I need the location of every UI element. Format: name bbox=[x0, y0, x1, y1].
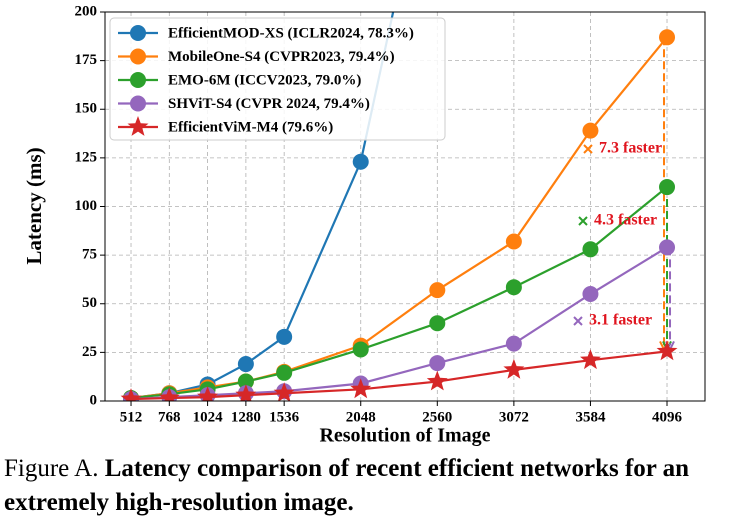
y-tick-label: 150 bbox=[75, 101, 98, 117]
y-tick-label: 75 bbox=[82, 247, 97, 263]
y-tick-label: 50 bbox=[82, 295, 97, 311]
marker bbox=[237, 373, 254, 390]
marker bbox=[130, 25, 146, 41]
marker bbox=[505, 233, 522, 250]
legend-label: SHViT-S4 (CVPR 2024, 79.4%) bbox=[168, 96, 370, 112]
marker bbox=[503, 358, 525, 379]
legend-label: EfficientViM-M4 (79.6%) bbox=[168, 119, 333, 135]
caption-text: Latency comparison of recent efficient n… bbox=[4, 455, 690, 516]
x-tick-label: 3072 bbox=[499, 409, 529, 425]
marker bbox=[659, 239, 676, 256]
marker bbox=[350, 378, 372, 399]
marker bbox=[120, 388, 142, 401]
marker bbox=[130, 48, 146, 65]
annotation: 3.1 faster bbox=[589, 312, 652, 329]
marker bbox=[130, 72, 146, 88]
caption: Figure A. Latency comparison of recent e… bbox=[4, 452, 744, 520]
chart: Latency (ms) Resolution of Image 0 25 50 75… bbox=[22, 3, 706, 447]
series-line bbox=[130, 36, 668, 400]
legend-label: MobileOne-S4 (CVPR2023, 79.4%) bbox=[168, 49, 395, 65]
legend-box bbox=[109, 17, 446, 141]
x-tick-label: 1536 bbox=[269, 409, 300, 425]
x-tick-label: 3584 bbox=[575, 409, 606, 425]
annotation-cross bbox=[578, 216, 588, 226]
x-tick-label: 4096 bbox=[652, 409, 683, 425]
x-axis-label: Resolution of Image bbox=[319, 425, 490, 447]
marker bbox=[352, 341, 369, 358]
series bbox=[120, 340, 678, 401]
y-tick-label: 125 bbox=[75, 149, 98, 165]
x-tick-label: 2048 bbox=[346, 409, 376, 425]
marker bbox=[276, 328, 293, 345]
marker bbox=[505, 335, 522, 352]
marker bbox=[582, 286, 599, 303]
marker bbox=[505, 279, 522, 296]
annotation: 4.3 faster bbox=[594, 212, 657, 229]
y-tick-label: 25 bbox=[82, 344, 97, 360]
marker bbox=[352, 153, 369, 170]
annotation-cross bbox=[573, 316, 583, 326]
series-line bbox=[130, 350, 668, 401]
x-tick-label: 512 bbox=[120, 409, 143, 425]
series-line bbox=[130, 186, 668, 400]
plot-frame bbox=[104, 11, 706, 402]
x-tick-label: 768 bbox=[158, 409, 181, 425]
marker bbox=[237, 356, 254, 373]
marker bbox=[276, 364, 293, 381]
marker bbox=[158, 387, 180, 401]
caption-prefix: Figure A. bbox=[4, 455, 99, 482]
marker bbox=[656, 340, 678, 361]
marker bbox=[429, 355, 446, 372]
marker bbox=[426, 370, 448, 391]
legend-label: EMO-6M (ICCV2023, 79.0%) bbox=[168, 72, 361, 88]
x-tick-label: 1280 bbox=[231, 409, 261, 425]
marker bbox=[429, 315, 446, 332]
marker bbox=[235, 384, 257, 401]
marker bbox=[197, 386, 219, 401]
marker bbox=[659, 29, 676, 46]
marker bbox=[582, 241, 599, 258]
marker bbox=[582, 122, 599, 139]
y-tick-label: 0 bbox=[90, 392, 98, 408]
y-tick-label: 175 bbox=[75, 52, 98, 68]
annotation-cross bbox=[583, 144, 593, 154]
marker bbox=[659, 179, 676, 196]
marker bbox=[130, 95, 146, 112]
x-tick-label: 2560 bbox=[422, 409, 452, 425]
y-tick-label: 100 bbox=[75, 198, 98, 214]
marker bbox=[580, 349, 601, 370]
series-line bbox=[130, 246, 668, 401]
marker bbox=[127, 116, 149, 136]
annotation: 7.3 faster bbox=[599, 140, 662, 157]
x-tick-label: 1024 bbox=[193, 409, 224, 425]
y-tick-label: 200 bbox=[75, 3, 98, 19]
marker bbox=[429, 282, 446, 299]
marker bbox=[273, 382, 295, 401]
legend-label: EfficientMOD-XS (ICLR2024, 78.3%) bbox=[168, 25, 414, 41]
y-axis-label: Latency (ms) bbox=[22, 147, 46, 264]
